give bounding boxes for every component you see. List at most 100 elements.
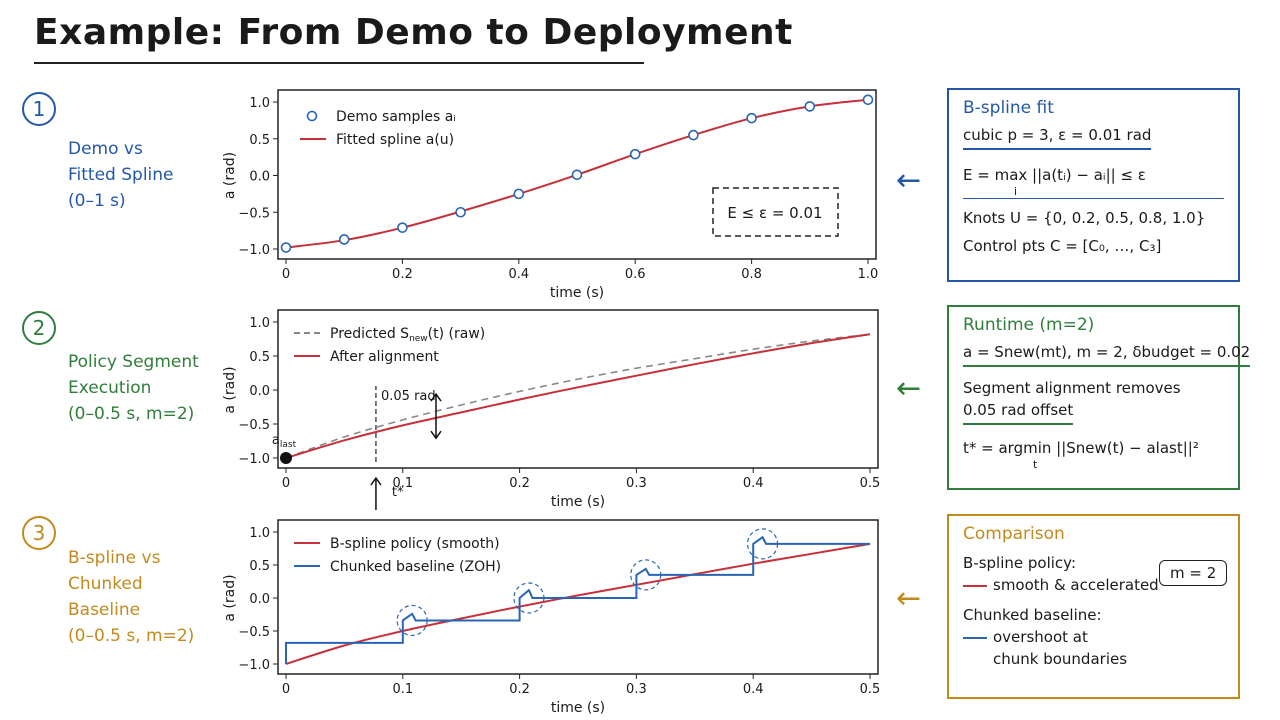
comparison-bspline-label: B-spline policy: <box>963 554 1076 572</box>
step-2-label: Policy Segment Execution (0–0.5 s, m=2) <box>68 352 199 424</box>
series-chunked-baseline <box>285 535 870 664</box>
y-axis-label: a (rad) <box>222 152 238 199</box>
legend-label: Fitted spline a(u) <box>336 132 454 148</box>
red-line-swatch <box>963 584 987 587</box>
bspline-params: cubic p = 3, ε = 0.01 rad <box>963 124 1152 150</box>
data-point-demo-sample <box>862 94 874 106</box>
x-tick-label: 0.4 <box>743 476 764 491</box>
plot-frame <box>277 309 879 469</box>
x-tick-label: 0.3 <box>626 476 647 491</box>
runtime-formula: a = Snew(mt), m = 2, δbudget = 0.02 <box>963 341 1251 367</box>
series-bspline-policy <box>285 542 871 665</box>
legend-label: After alignment <box>330 349 439 365</box>
data-point-demo-sample <box>280 242 292 253</box>
offset-label: 0.05 rad <box>381 389 436 404</box>
x-tick-label: 0 <box>282 476 290 491</box>
x-axis-label: time (s) <box>550 285 604 301</box>
x-tick-label: 0.4 <box>508 267 529 282</box>
data-point-demo-sample <box>571 169 583 181</box>
x-tick-label: 0 <box>282 682 290 697</box>
chart-demo-vs-spline: 1.0 0.5 0.0 −0.5 −1.0 0 0.2 0.4 0.6 0.8 1.0 time (s… <box>222 89 879 301</box>
overshoot-highlight-circle <box>396 604 428 637</box>
x-tick-label: 0.5 <box>860 476 881 491</box>
arrow-left-icon: ← <box>896 163 922 198</box>
x-tick-label: 0.2 <box>509 682 530 697</box>
a-last-point <box>280 452 292 464</box>
data-point-demo-sample <box>455 206 466 218</box>
step-1-label: Demo vs Fitted Spline (0–1 s) <box>68 139 174 211</box>
legend-label: Predicted Snew(t) (raw) <box>330 326 485 344</box>
tstar-label: t* <box>392 485 404 500</box>
step-3-badge: 3 <box>22 516 56 550</box>
runtime-offset-text: 0.05 rad offset <box>963 399 1074 425</box>
y-tick-label: 0.5 <box>249 559 270 574</box>
legend-marker <box>306 110 318 122</box>
arrow-left-icon: ← <box>896 371 922 406</box>
error-bound-box <box>712 187 839 237</box>
x-axis-label: time (s) <box>551 700 605 716</box>
y-tick-label: 1.0 <box>249 316 270 331</box>
overshoot-highlight-circle <box>630 559 662 591</box>
comparison-chunked-desc-2: chunk boundaries <box>993 650 1128 668</box>
bspline-fit-box: B-spline fit cubic p = 3, ε = 0.01 rad E… <box>947 88 1240 282</box>
title-underline <box>34 62 644 64</box>
data-point-demo-sample <box>804 101 816 112</box>
x-tick-label: 0.1 <box>392 476 413 491</box>
runtime-heading: Runtime (m=2) <box>963 315 1095 335</box>
x-tick-label: 0 <box>282 267 290 282</box>
offset-arrowhead-down <box>430 430 442 440</box>
y-tick-label: 0.5 <box>249 350 270 365</box>
y-tick-label: 0.0 <box>249 592 270 607</box>
runtime-box: Runtime (m=2) a = Snew(mt), m = 2, δbudg… <box>947 305 1251 490</box>
x-tick-label: 0.8 <box>741 267 762 282</box>
y-tick-label: −0.5 <box>238 625 270 640</box>
bspline-control-points: Control pts C = [C₀, …, C₃] <box>963 237 1162 255</box>
runtime-argmin-formula: t* = argmin ||Snew(t) − alast||² <box>963 439 1199 457</box>
arrow-left-icon: ← <box>896 581 922 616</box>
x-tick-label: 0.3 <box>626 682 647 697</box>
comparison-chunked-label: Chunked baseline: <box>963 606 1102 624</box>
data-point-demo-sample <box>513 188 525 200</box>
blue-line-swatch <box>963 636 987 639</box>
data-point-demo-sample <box>397 222 408 233</box>
comparison-box: Comparison B-spline policy: smooth & acc… <box>947 514 1240 699</box>
bspline-fit-heading: B-spline fit <box>963 98 1054 118</box>
a-last-label: alast <box>272 433 297 450</box>
y-axis-label: a (rad) <box>222 574 238 621</box>
step-1-badge: 1 <box>22 92 56 126</box>
divider <box>963 198 1224 199</box>
legend-label: Demo samples aᵢ <box>336 109 456 125</box>
x-axis-label: time (s) <box>551 494 605 510</box>
y-tick-label: 1.0 <box>249 526 270 541</box>
step-3-label: B-spline vs Chunked Baseline (0–0.5 s, m=2) <box>68 548 195 646</box>
y-axis-label: a (rad) <box>222 366 238 413</box>
y-tick-label: −1.0 <box>238 243 270 258</box>
plot-frame <box>277 519 879 675</box>
legend-label: Chunked baseline (ZOH) <box>330 559 501 575</box>
data-point-demo-sample <box>746 112 757 124</box>
x-tick-label: 0.6 <box>625 267 646 282</box>
x-tick-label: 1.0 <box>858 267 879 282</box>
chart-bspline-vs-chunked: 1.0 0.5 0.0 −0.5 −1.0 0 0.1 0.2 0.3 0.4 0.5 time (s… <box>222 519 881 716</box>
overshoot-highlight-circle <box>746 528 779 560</box>
bspline-error-subscript: i <box>1014 185 1018 198</box>
x-tick-label: 0.5 <box>860 682 881 697</box>
data-point-demo-sample <box>688 129 699 141</box>
y-tick-label: −1.0 <box>238 658 270 673</box>
y-tick-label: −1.0 <box>238 452 270 467</box>
x-tick-label: 0.2 <box>509 476 530 491</box>
series-after-alignment <box>285 333 871 459</box>
comparison-heading: Comparison <box>963 524 1065 544</box>
series-predicted-raw <box>285 333 871 459</box>
chart-policy-segment: 1.0 0.5 0.0 −0.5 −1.0 0 0.1 0.2 0.3 0.4 0.5 time (s… <box>222 309 881 510</box>
data-point-demo-sample <box>629 148 641 160</box>
bspline-knots: Knots U = {0, 0.2, 0.5, 0.8, 1.0} <box>963 209 1206 227</box>
x-tick-label: 0.1 <box>392 682 413 697</box>
step-2-badge: 2 <box>22 311 56 345</box>
bspline-error-formula: E = max ||a(tᵢ) − aᵢ|| ≤ ε <box>963 166 1146 184</box>
overshoot-highlight-circle <box>513 582 545 614</box>
comparison-chunked-desc-1: overshoot at <box>993 628 1088 646</box>
legend-label: B-spline policy (smooth) <box>330 536 500 552</box>
runtime-argmin-subscript: t <box>1033 458 1038 471</box>
tstar-arrowhead <box>370 476 382 486</box>
